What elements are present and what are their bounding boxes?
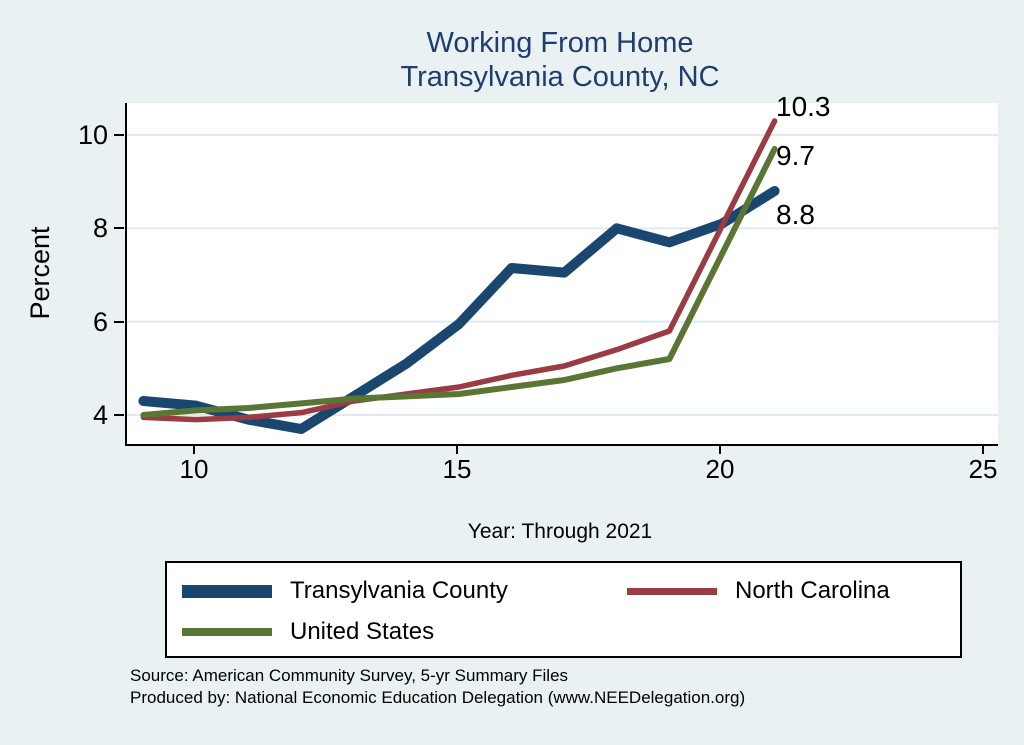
x-tick-mark-25	[982, 445, 984, 454]
x-tick-label-25: 25	[968, 454, 998, 484]
legend-swatch-united-states	[182, 628, 272, 636]
y-tick-mark-6	[114, 321, 124, 323]
chart-title-line1: Working From Home	[426, 27, 694, 59]
y-tick-label-6: 6	[92, 307, 108, 337]
y-tick-mark-8	[114, 227, 124, 229]
y-tick-label-8: 8	[92, 213, 108, 243]
x-tick-label-20: 20	[705, 454, 735, 484]
x-axis-label: Year: Through 2021	[467, 520, 653, 543]
x-tick-label-15: 15	[442, 454, 472, 484]
produced-by-note: Produced by: National Economic Education…	[130, 688, 746, 707]
legend-label-transylvania-county: Transylvania County	[290, 577, 508, 604]
x-tick-mark-10	[193, 445, 195, 454]
legend-box: Transylvania County North Carolina Unite…	[165, 561, 962, 658]
legend-label-north-carolina: North Carolina	[735, 577, 890, 604]
plot-area	[125, 103, 998, 446]
series-line-north-carolina	[140, 118, 778, 423]
plot-svg	[127, 118, 998, 435]
y-tick-mark-4	[114, 414, 124, 416]
y-tick-mark-10	[114, 134, 124, 136]
x-tick-mark-15	[456, 445, 458, 454]
legend-swatch-transylvania-county	[182, 585, 272, 598]
chart-title-line2: Transylvania County, NC	[400, 61, 720, 93]
end-value-label-united-states: 9.7	[776, 140, 815, 171]
source-note: Source: American Community Survey, 5-yr …	[130, 666, 569, 685]
y-axis-label: Percent	[25, 226, 55, 320]
legend-swatch-north-carolina	[627, 588, 717, 595]
y-tick-label-4: 4	[92, 400, 108, 430]
series-line-united-states	[140, 145, 778, 418]
end-value-label-north-carolina: 10.3	[776, 91, 831, 122]
x-tick-mark-20	[719, 445, 721, 454]
legend-label-united-states: United States	[290, 618, 435, 645]
end-value-label-transylvania-county: 8.8	[776, 199, 815, 230]
x-tick-label-10: 10	[179, 454, 209, 484]
y-tick-label-10: 10	[77, 120, 108, 150]
chart-title: Working From Home Transylvania County, N…	[100, 26, 1020, 94]
